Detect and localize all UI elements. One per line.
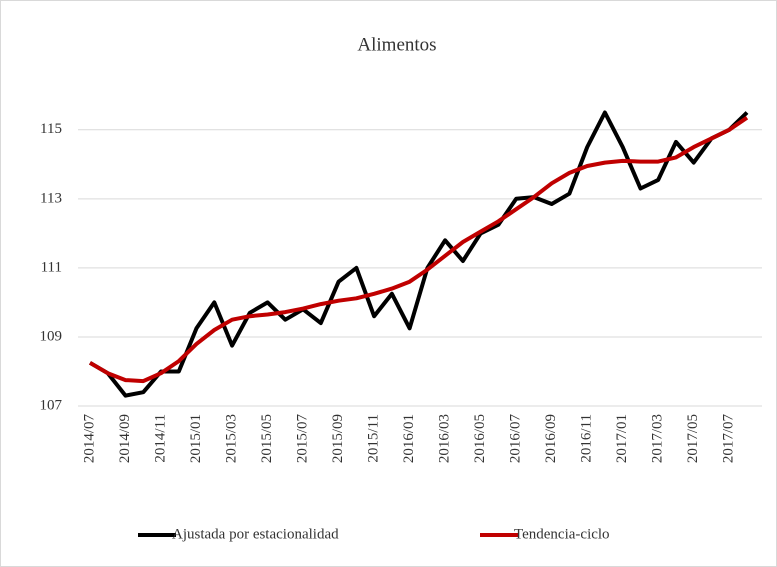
y-tick-label: 109 bbox=[40, 328, 63, 344]
x-tick-label: 2014/09 bbox=[117, 414, 133, 463]
x-tick-label: 2016/09 bbox=[543, 414, 559, 463]
x-tick-label: 2017/01 bbox=[614, 414, 630, 463]
x-tick-label: 2015/01 bbox=[188, 414, 204, 463]
series-line bbox=[88, 116, 749, 384]
y-tick-label: 113 bbox=[40, 190, 62, 206]
y-tick-label: 111 bbox=[41, 259, 62, 275]
series-line bbox=[88, 110, 749, 398]
x-tick-label: 2016/03 bbox=[437, 414, 453, 463]
x-tick-label: 2015/11 bbox=[366, 414, 382, 463]
y-tick-label: 115 bbox=[40, 121, 62, 137]
chart-title: Alimentos bbox=[357, 34, 436, 55]
legend-label: Tendencia-ciclo bbox=[514, 526, 610, 542]
legend-label: Ajustada por estacionalidad bbox=[172, 526, 339, 542]
x-tick-label: 2015/07 bbox=[295, 414, 311, 464]
x-tick-label: 2016/11 bbox=[579, 414, 595, 463]
x-tick-label: 2015/09 bbox=[330, 414, 346, 463]
x-tick-label: 2016/01 bbox=[401, 414, 417, 463]
x-tick-label: 2015/05 bbox=[259, 414, 275, 463]
x-tick-label: 2017/05 bbox=[685, 414, 701, 463]
y-tick-label: 107 bbox=[40, 397, 63, 413]
x-tick-label: 2017/03 bbox=[650, 414, 666, 463]
x-tick-label: 2015/03 bbox=[223, 414, 239, 463]
x-tick-label: 2014/11 bbox=[152, 414, 168, 463]
x-tick-label: 2016/07 bbox=[508, 414, 524, 464]
x-tick-label: 2017/07 bbox=[721, 414, 737, 464]
x-tick-label: 2016/05 bbox=[472, 414, 488, 463]
x-tick-label: 2014/07 bbox=[81, 414, 97, 464]
